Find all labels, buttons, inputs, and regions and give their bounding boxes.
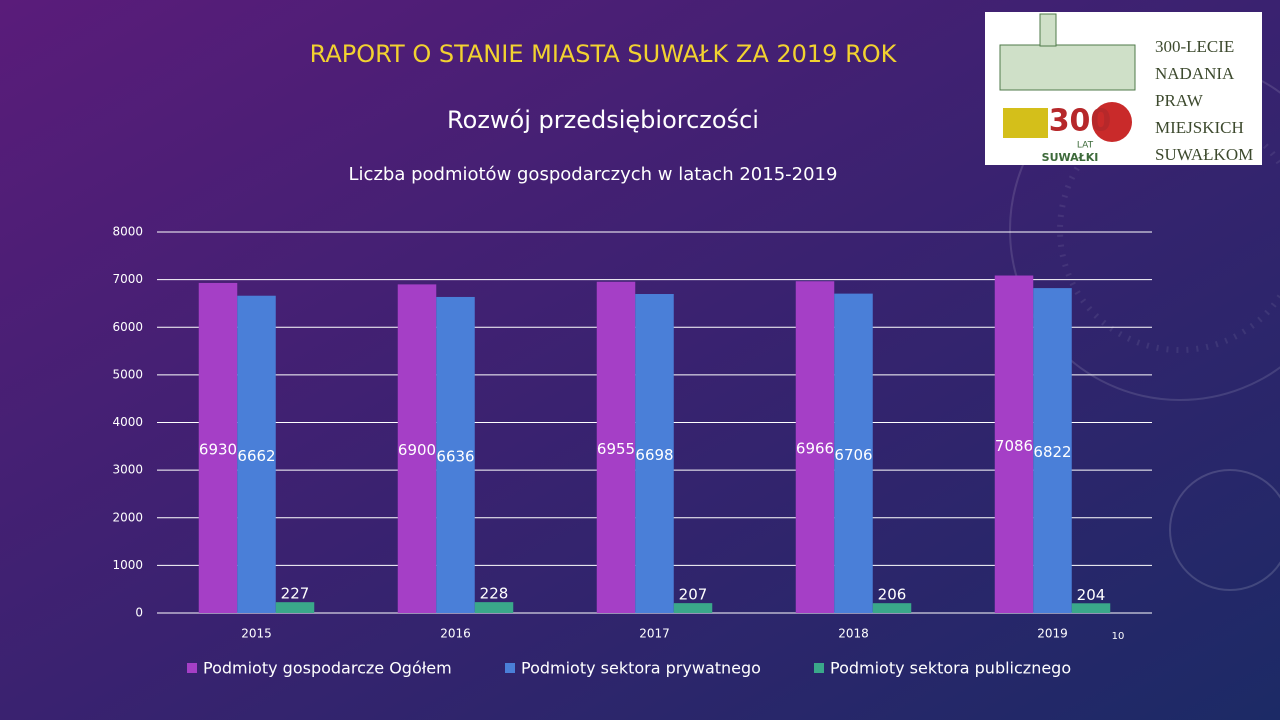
data-label: 6966	[796, 440, 834, 458]
logo-city: SUWAŁKI	[1042, 151, 1099, 164]
y-tick-label: 7000	[112, 272, 143, 286]
data-label: 6930	[199, 440, 237, 458]
bar	[1033, 288, 1072, 613]
logo-emblem-shape	[1003, 108, 1048, 138]
bar	[237, 295, 276, 613]
logo-tower	[1039, 13, 1057, 47]
y-tick-label: 4000	[112, 415, 143, 429]
x-tick-label: 2016	[440, 627, 471, 641]
data-label: 204	[1077, 586, 1106, 604]
bar	[994, 275, 1034, 613]
legend-swatch	[505, 663, 515, 673]
data-label: 6698	[635, 446, 673, 464]
bar	[596, 281, 636, 613]
y-tick-label: 0	[135, 606, 143, 620]
legend-label: Podmioty gospodarcze Ogółem	[203, 659, 452, 678]
legend-label: Podmioty sektora prywatnego	[521, 659, 761, 678]
x-tick-label: 2017	[639, 627, 670, 641]
y-tick-label: 8000	[112, 225, 143, 239]
y-tick-label: 6000	[112, 320, 143, 334]
legend-swatch	[187, 663, 197, 673]
data-label: 6822	[1033, 443, 1071, 461]
x-tick-label: 2015	[241, 627, 272, 641]
data-label: 6955	[597, 440, 635, 458]
data-label: 7086	[995, 437, 1033, 455]
chart-title: Liczba podmiotów gospodarczych w latach …	[349, 164, 838, 185]
y-tick-label: 3000	[112, 463, 143, 477]
logo-text: PRAW	[1155, 91, 1204, 110]
bar	[1071, 603, 1111, 613]
bar	[198, 282, 238, 613]
bar	[436, 296, 475, 613]
legend-swatch	[814, 663, 824, 673]
data-label: 206	[878, 586, 907, 604]
page-number: 10	[1112, 631, 1125, 642]
logo-emblem: 300	[1049, 104, 1112, 139]
bar	[872, 603, 912, 613]
legend-label: Podmioty sektora publicznego	[830, 659, 1071, 678]
bar	[673, 603, 713, 613]
logo-text: SUWAŁKOM	[1155, 145, 1253, 164]
logo-text: NADANIA	[1155, 64, 1235, 83]
data-label: 227	[281, 585, 310, 603]
data-label: 207	[679, 586, 708, 604]
bar	[795, 281, 835, 613]
bar	[834, 293, 873, 613]
logo-text: MIEJSKICH	[1155, 118, 1244, 137]
slide-title: RAPORT O STANIE MIASTA SUWAŁK ZA 2019 RO…	[310, 40, 898, 68]
data-label: 228	[480, 585, 509, 603]
logo: 300 LAT SUWAŁKI 300-LECIE NADANIA PRAW MIEJ…	[985, 12, 1262, 165]
x-tick-label: 2018	[838, 627, 869, 641]
bar	[275, 602, 315, 613]
data-label: 6662	[237, 447, 275, 465]
bar	[397, 284, 437, 613]
y-tick-label: 1000	[112, 558, 143, 572]
data-label: 6900	[398, 441, 436, 459]
logo-text: 300-LECIE	[1155, 37, 1234, 56]
data-label: 6636	[436, 447, 474, 465]
x-tick-label: 2019	[1037, 627, 1068, 641]
bar	[635, 294, 674, 613]
data-label: 6706	[834, 446, 872, 464]
logo-emblem-sub: LAT	[1077, 141, 1094, 151]
bar	[474, 602, 514, 613]
y-tick-label: 5000	[112, 367, 143, 381]
logo-emblem-shape	[1092, 102, 1132, 142]
slide-subtitle: Rozwój przedsiębiorczości	[447, 106, 759, 134]
y-tick-label: 2000	[112, 510, 143, 524]
logo-building	[999, 44, 1136, 91]
decoration	[1169, 469, 1280, 591]
